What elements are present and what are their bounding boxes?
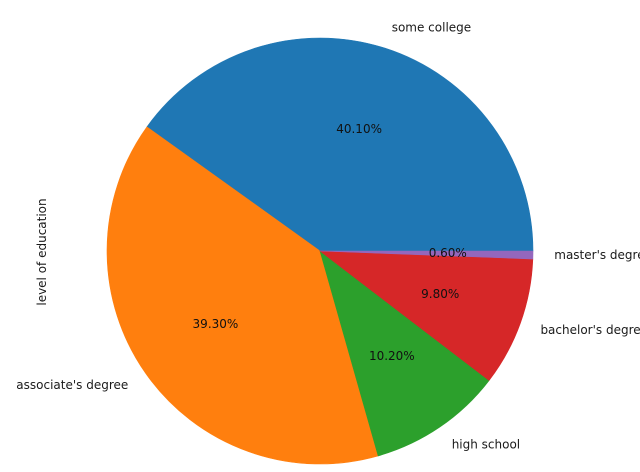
slice-label-bachelor-s-degree: bachelor's degree — [540, 323, 640, 337]
slice-label-associate-s-degree: associate's degree — [16, 378, 128, 392]
slice-some-college — [146, 37, 534, 252]
slice-associate-s-degree — [106, 126, 379, 465]
slice-master-s-degree — [319, 250, 534, 260]
slice-label-some-college: some college — [392, 20, 471, 34]
slice-label-master-s-degree: master's degree — [554, 248, 640, 262]
slice-percent-bachelor-s-degree: 9.80% — [421, 287, 459, 301]
pie-labels: some college 40.10% associate's degree 39.3… — [16, 20, 640, 451]
slice-percent-some-college: 40.10% — [336, 122, 382, 136]
slice-label-high-school: high school — [452, 437, 520, 451]
slice-percent-associate-s-degree: 39.30% — [193, 317, 239, 331]
slice-high-school — [319, 250, 490, 457]
pie-slices — [106, 37, 534, 465]
slice-percent-high-school: 10.20% — [369, 349, 415, 363]
slice-percent-master-s-degree: 0.60% — [429, 246, 467, 260]
slice-bachelor-s-degree — [319, 250, 534, 381]
y-axis-label: level of education — [35, 198, 49, 305]
